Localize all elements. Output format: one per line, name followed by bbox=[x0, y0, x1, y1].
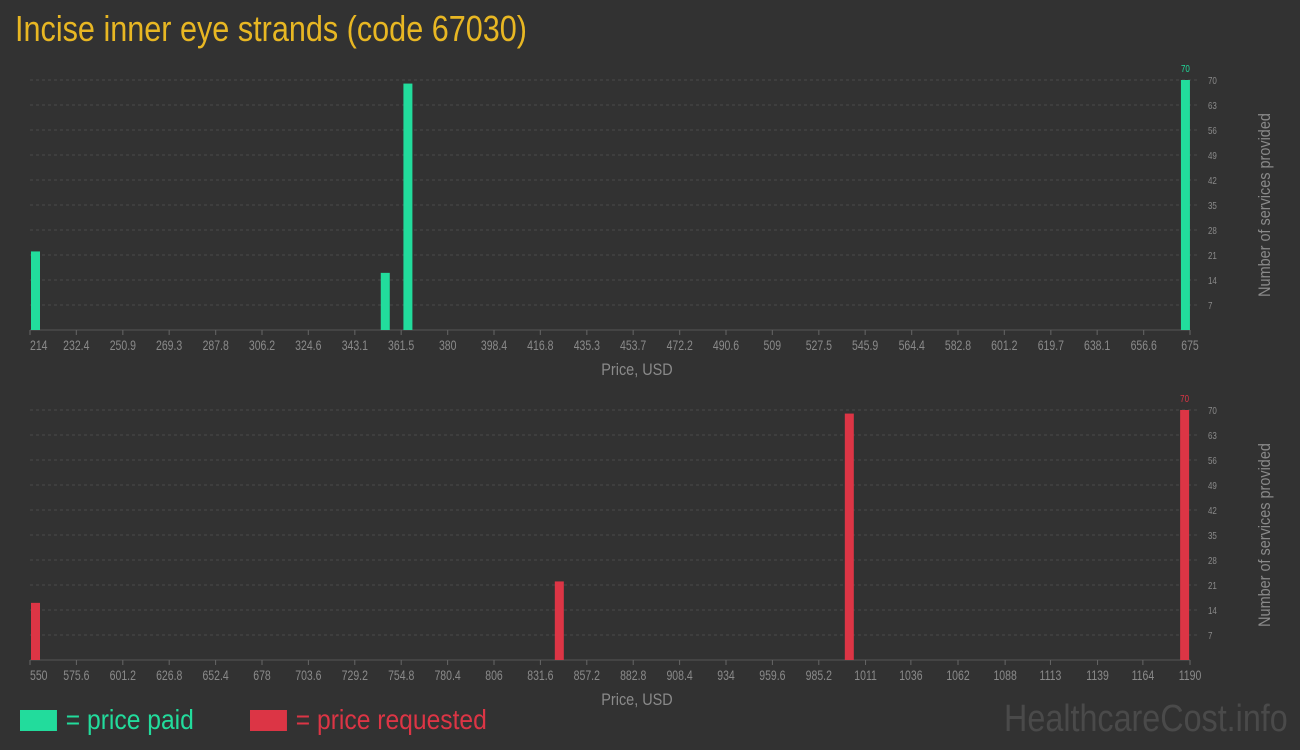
x-tick-label: 806 bbox=[485, 668, 503, 684]
x-tick-label: 729.2 bbox=[342, 668, 368, 684]
x-tick-label: 1062 bbox=[946, 668, 969, 684]
x-tick-label: 780.4 bbox=[434, 668, 460, 684]
x-tick-label: 582.8 bbox=[945, 338, 971, 354]
legend-label-paid: = price paid bbox=[65, 704, 194, 735]
x-tick-label: 472.2 bbox=[667, 338, 693, 354]
x-tick-label: 601.2 bbox=[110, 668, 136, 684]
legend-item-requested: = price requested bbox=[250, 704, 487, 736]
x-tick-label: 490.6 bbox=[713, 338, 739, 354]
y-axis-label: Number of services provided bbox=[1256, 113, 1274, 297]
x-tick-label: 550 bbox=[30, 668, 48, 684]
x-tick-label: 361.5 bbox=[388, 338, 414, 354]
bar-value-label: 70 bbox=[1181, 63, 1190, 74]
x-tick-label: 380 bbox=[439, 338, 457, 354]
x-tick-label: 656.6 bbox=[1131, 338, 1157, 354]
x-tick-label: 343.1 bbox=[342, 338, 368, 354]
x-tick-label: 324.6 bbox=[295, 338, 321, 354]
y-tick-label: 35 bbox=[1208, 200, 1217, 211]
x-tick-label: 545.9 bbox=[852, 338, 878, 354]
x-tick-label: 435.3 bbox=[574, 338, 600, 354]
x-tick-label: 1088 bbox=[993, 668, 1016, 684]
x-tick-label: 678 bbox=[253, 668, 271, 684]
y-tick-label: 28 bbox=[1208, 225, 1217, 236]
x-tick-label: 626.8 bbox=[156, 668, 182, 684]
x-tick-label: 1190 bbox=[1179, 668, 1202, 684]
y-tick-label: 7 bbox=[1208, 300, 1212, 311]
watermark: HealthcareCost.info bbox=[1004, 698, 1288, 740]
x-tick-label: 882.8 bbox=[620, 668, 646, 684]
page-title: Incise inner eye strands (code 67030) bbox=[15, 8, 528, 49]
y-tick-label: 21 bbox=[1208, 580, 1217, 591]
bar-value-label: 70 bbox=[1180, 393, 1189, 404]
x-axis-label: Price, USD bbox=[601, 691, 672, 709]
x-tick-label: 754.8 bbox=[388, 668, 414, 684]
x-tick-label: 703.6 bbox=[295, 668, 321, 684]
y-tick-label: 70 bbox=[1208, 75, 1217, 86]
x-tick-label: 564.4 bbox=[899, 338, 925, 354]
y-tick-label: 14 bbox=[1208, 275, 1217, 286]
x-tick-label: 416.8 bbox=[527, 338, 553, 354]
x-tick-label: 959.6 bbox=[759, 668, 785, 684]
x-tick-label: 575.6 bbox=[63, 668, 89, 684]
y-tick-label: 14 bbox=[1208, 605, 1217, 616]
x-tick-label: 398.4 bbox=[481, 338, 507, 354]
bar bbox=[1180, 80, 1190, 330]
x-tick-label: 527.5 bbox=[806, 338, 832, 354]
bar bbox=[380, 272, 390, 330]
x-tick-label: 269.3 bbox=[156, 338, 182, 354]
bar bbox=[31, 602, 40, 660]
x-tick-label: 287.8 bbox=[203, 338, 229, 354]
x-tick-label: 619.7 bbox=[1038, 338, 1064, 354]
chart-2: 7 14 21 28 35 42 49 56 63 70 550 575.6 601.2 626.8 652… bbox=[29, 393, 1274, 709]
x-tick-label: 1113 bbox=[1040, 668, 1062, 684]
y-tick-label: 56 bbox=[1208, 455, 1217, 466]
y-tick-label: 28 bbox=[1208, 555, 1217, 566]
y-tick-label: 42 bbox=[1208, 175, 1217, 186]
x-tick-label: 250.9 bbox=[110, 338, 136, 354]
y-tick-label: 63 bbox=[1208, 430, 1217, 441]
y-tick-label: 35 bbox=[1208, 530, 1217, 541]
x-tick-label: 601.2 bbox=[991, 338, 1017, 354]
x-tick-label: 453.7 bbox=[620, 338, 646, 354]
x-tick-label: 1036 bbox=[899, 668, 922, 684]
chart-1: 7 14 21 28 35 42 49 56 63 70 214 232.4 250.9 269.3 287… bbox=[29, 63, 1274, 379]
y-tick-label: 49 bbox=[1208, 150, 1217, 161]
x-tick-label: 908.4 bbox=[666, 668, 692, 684]
y-axis-label: Number of services provided bbox=[1256, 443, 1274, 627]
x-tick-label: 232.4 bbox=[63, 338, 89, 354]
x-tick-label: 1011 bbox=[854, 668, 877, 684]
x-tick-label: 985.2 bbox=[806, 668, 832, 684]
x-tick-label: 1164 bbox=[1132, 668, 1155, 684]
x-tick-label: 934 bbox=[717, 668, 735, 684]
x-tick-label: 831.6 bbox=[527, 668, 553, 684]
bar bbox=[554, 581, 564, 660]
y-tick-label: 21 bbox=[1208, 250, 1217, 261]
x-tick-label: 306.2 bbox=[249, 338, 275, 354]
legend-swatch-paid bbox=[20, 709, 57, 731]
x-tick-label: 675 bbox=[1181, 338, 1199, 354]
x-tick-label: 652.4 bbox=[202, 668, 228, 684]
y-tick-label: 7 bbox=[1208, 630, 1212, 641]
bar bbox=[31, 251, 40, 330]
bar bbox=[1180, 410, 1190, 660]
legend-swatch-requested bbox=[250, 709, 287, 731]
x-tick-label: 1139 bbox=[1086, 668, 1109, 684]
bar bbox=[844, 413, 854, 660]
bar bbox=[403, 83, 413, 330]
x-tick-label: 857.2 bbox=[574, 668, 600, 684]
y-tick-label: 70 bbox=[1208, 405, 1217, 416]
x-tick-label: 509 bbox=[764, 338, 782, 354]
legend-label-requested: = price requested bbox=[295, 704, 487, 735]
y-tick-label: 63 bbox=[1208, 100, 1217, 111]
y-tick-label: 42 bbox=[1208, 505, 1217, 516]
y-tick-label: 56 bbox=[1208, 125, 1217, 136]
x-tick-label: 214 bbox=[30, 338, 48, 354]
x-tick-label: 638.1 bbox=[1084, 338, 1110, 354]
y-tick-label: 49 bbox=[1208, 480, 1217, 491]
x-axis-label: Price, USD bbox=[601, 361, 672, 379]
legend-item-paid: = price paid bbox=[20, 704, 194, 736]
